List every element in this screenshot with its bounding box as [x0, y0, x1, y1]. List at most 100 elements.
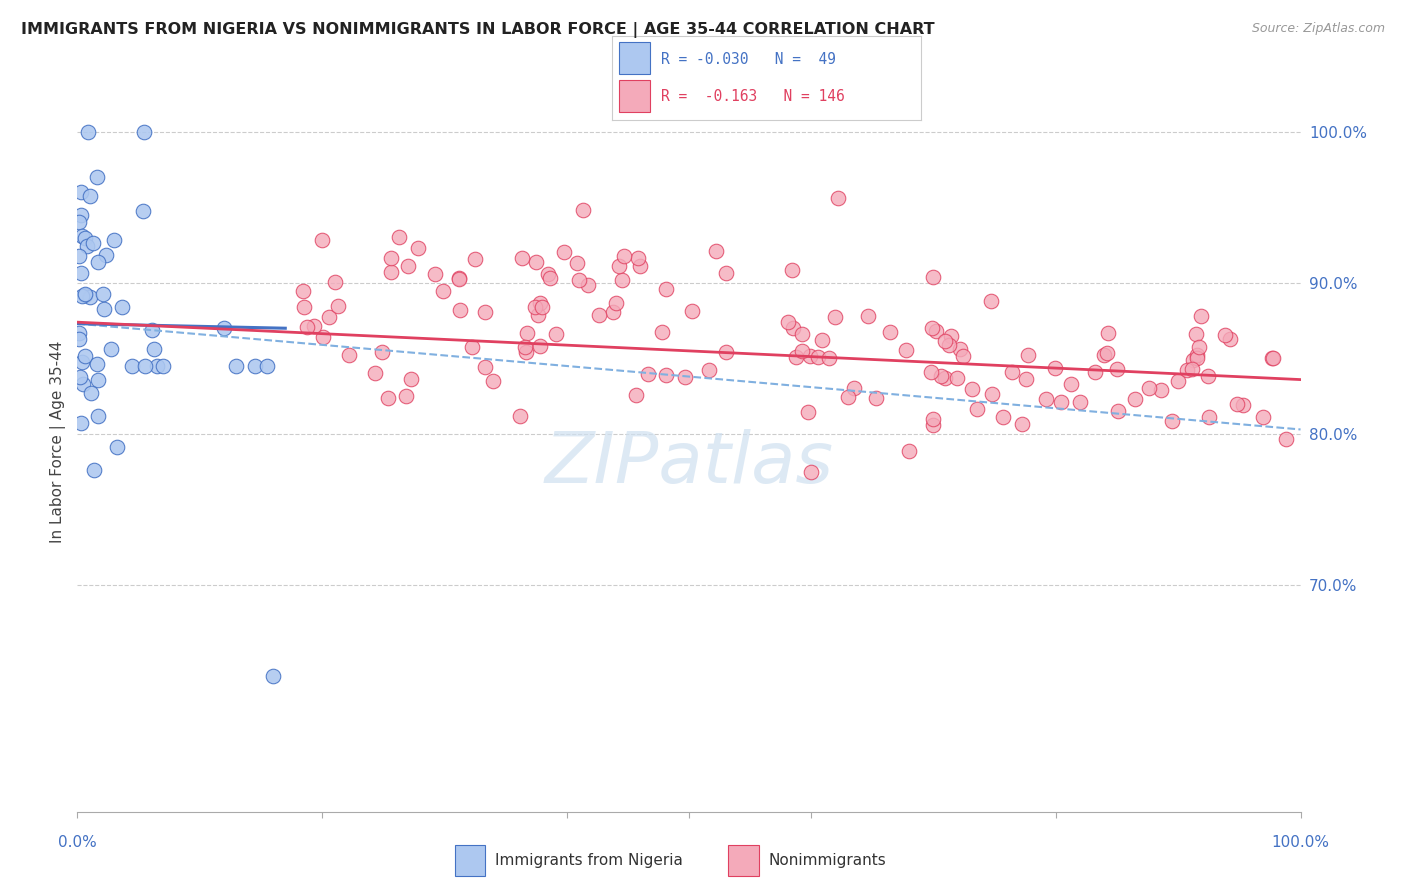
Point: [1261, 351, 1284, 366]
Point: [922, 270, 945, 285]
Point: [934, 371, 956, 385]
Point: [323, 275, 346, 289]
Point: [865, 391, 887, 405]
Point: [1069, 395, 1091, 409]
Point: [67, 326, 90, 341]
Point: [879, 325, 901, 339]
Point: [388, 230, 411, 244]
Text: IMMIGRANTS FROM NIGERIA VS NONIMMIGRANTS IN LABOR FORCE | AGE 35-44 CORRELATION : IMMIGRANTS FROM NIGERIA VS NONIMMIGRANTS…: [21, 22, 935, 38]
Point: [337, 348, 360, 362]
Point: [425, 267, 447, 281]
Point: [934, 334, 956, 348]
Point: [565, 256, 588, 270]
Point: [134, 359, 156, 373]
Point: [72, 376, 94, 391]
Point: [464, 252, 486, 267]
Point: [966, 401, 988, 416]
Point: [91, 286, 114, 301]
Point: [380, 265, 402, 279]
Point: [1188, 340, 1211, 354]
Point: [513, 340, 536, 354]
Point: [82, 235, 104, 250]
Point: [613, 249, 636, 263]
Point: [1107, 403, 1129, 417]
Point: [673, 370, 696, 384]
Text: 100.0%: 100.0%: [1271, 836, 1330, 850]
Point: [75, 286, 97, 301]
Point: [70, 416, 93, 430]
Point: [1232, 398, 1254, 412]
Point: [637, 367, 659, 381]
Point: [1213, 328, 1236, 343]
Point: [512, 251, 534, 265]
Point: [79, 189, 101, 203]
Point: [406, 241, 429, 255]
Point: [461, 340, 484, 354]
Point: [515, 344, 537, 359]
Point: [1226, 396, 1249, 410]
Point: [1001, 366, 1024, 380]
Point: [817, 351, 839, 365]
Point: [449, 302, 471, 317]
Point: [86, 255, 108, 269]
Point: [318, 310, 340, 324]
Point: [75, 288, 97, 302]
Point: [474, 359, 496, 374]
Point: [529, 296, 551, 310]
Point: [70, 289, 93, 303]
Point: [67, 332, 90, 346]
Point: [100, 343, 122, 357]
Point: [311, 233, 333, 247]
Point: [524, 255, 547, 269]
Point: [605, 295, 627, 310]
Point: [312, 329, 335, 343]
Point: [925, 324, 948, 338]
Point: [225, 359, 247, 373]
Point: [626, 252, 648, 266]
Point: [1251, 410, 1274, 425]
Point: [952, 349, 974, 363]
Point: [103, 233, 125, 247]
Point: [83, 463, 105, 477]
Point: [132, 204, 155, 219]
Point: [931, 369, 953, 384]
Point: [1187, 351, 1209, 365]
Point: [1189, 309, 1212, 323]
Point: [553, 244, 575, 259]
Point: [524, 300, 547, 314]
Point: [1014, 372, 1036, 386]
Point: [824, 310, 846, 325]
Point: [256, 359, 278, 373]
Point: [716, 345, 738, 359]
Point: [105, 440, 128, 454]
Point: [538, 270, 561, 285]
Point: [70, 208, 93, 222]
Point: [69, 370, 91, 384]
Point: [93, 302, 115, 317]
Point: [87, 409, 110, 423]
Point: [432, 284, 454, 298]
Point: [482, 374, 505, 388]
Point: [588, 308, 610, 322]
Point: [328, 299, 350, 313]
Point: [1060, 377, 1083, 392]
Point: [980, 294, 1002, 309]
Point: [655, 368, 678, 382]
Text: Source: ZipAtlas.com: Source: ZipAtlas.com: [1251, 22, 1385, 36]
Point: [87, 373, 110, 387]
Text: Immigrants from Nigeria: Immigrants from Nigeria: [495, 854, 683, 868]
Point: [1275, 432, 1298, 446]
Point: [377, 391, 399, 405]
Point: [1084, 365, 1107, 379]
Point: [509, 409, 531, 424]
Point: [531, 301, 554, 315]
Point: [73, 231, 96, 245]
Point: [920, 365, 942, 379]
Point: [76, 239, 98, 253]
Bar: [619, 42, 650, 74]
Point: [1197, 368, 1219, 383]
Point: [1097, 346, 1119, 360]
Point: [837, 390, 859, 404]
Point: [799, 349, 821, 363]
Text: R = -0.030   N =  49: R = -0.030 N = 49: [661, 52, 837, 67]
